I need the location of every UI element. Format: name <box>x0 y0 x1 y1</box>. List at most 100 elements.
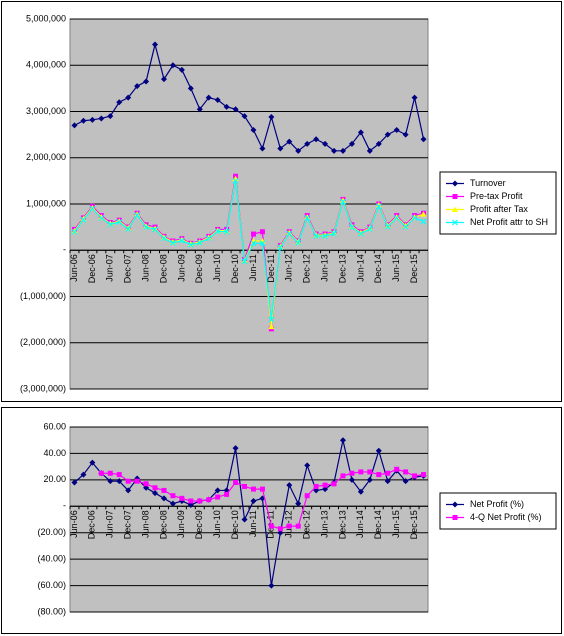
y-tick-label: 40.00 <box>43 448 66 458</box>
marker <box>116 99 123 106</box>
x-tick-label: Jun-09 <box>176 254 186 282</box>
marker <box>357 129 364 136</box>
marker <box>340 198 346 205</box>
legend-label: Turnover <box>470 178 506 188</box>
x-tick-label: Jun-14 <box>355 510 365 538</box>
marker-stroke <box>295 239 302 246</box>
marker-stroke <box>259 240 266 247</box>
marker <box>125 226 132 232</box>
marker <box>89 116 96 123</box>
marker <box>250 486 256 492</box>
marker-stroke <box>393 214 400 221</box>
marker-stroke <box>331 230 337 237</box>
x-tick-label: Jun-10 <box>212 510 222 538</box>
marker-stroke <box>322 232 328 239</box>
marker <box>179 495 185 501</box>
x-tick-label: Jun-12 <box>284 254 294 282</box>
y-tick-label: 4,000,000 <box>26 60 66 70</box>
marker <box>206 497 212 503</box>
x-tick-label: Dec-06 <box>87 510 97 539</box>
legend-label: Pre-tax Profit <box>470 191 523 201</box>
marker <box>98 115 105 122</box>
x-tick-label: Jun-11 <box>248 510 258 537</box>
marker <box>295 523 301 529</box>
marker-stroke <box>152 226 158 233</box>
marker <box>215 494 221 500</box>
marker <box>169 62 176 69</box>
marker <box>322 232 328 239</box>
marker <box>384 131 391 138</box>
marker <box>223 228 230 235</box>
marker-stroke <box>232 177 239 184</box>
marker <box>125 94 132 101</box>
marker <box>393 214 400 221</box>
marker <box>116 478 123 485</box>
marker-stroke <box>107 221 114 228</box>
marker <box>420 136 427 143</box>
x-tick-label: Dec-12 <box>302 510 312 539</box>
x-tick-label: Dec-14 <box>373 254 383 283</box>
x-tick-label: Jun-09 <box>176 510 186 538</box>
marker <box>376 472 382 478</box>
marker-stroke <box>420 218 427 225</box>
marker <box>295 147 302 154</box>
marker-stroke <box>214 228 221 235</box>
x-tick-label: Jun-06 <box>69 510 79 538</box>
marker-stroke <box>375 203 382 210</box>
marker-stroke <box>384 223 391 230</box>
series-line <box>73 180 424 320</box>
marker <box>339 147 346 154</box>
marker-stroke <box>143 224 149 231</box>
marker <box>125 487 132 494</box>
legend-marker <box>452 206 458 212</box>
marker <box>304 493 310 499</box>
marker <box>116 472 122 478</box>
marker <box>331 481 337 487</box>
marker-stroke <box>98 214 105 221</box>
marker <box>349 470 355 476</box>
marker <box>420 218 427 225</box>
marker <box>116 219 123 225</box>
marker <box>402 478 409 485</box>
legend-marker <box>452 219 458 226</box>
marker <box>304 462 311 469</box>
marker <box>366 476 373 483</box>
marker <box>233 480 239 485</box>
marker-stroke <box>71 228 78 235</box>
marker <box>80 471 87 478</box>
x-tick-label: Dec-15 <box>409 254 419 283</box>
x-tick-label: Dec-10 <box>230 510 240 539</box>
marker <box>89 205 96 212</box>
x-tick-label: Dec-14 <box>373 510 383 539</box>
marker <box>134 212 141 219</box>
marker <box>286 482 293 489</box>
marker <box>304 140 311 147</box>
marker-stroke <box>89 205 96 212</box>
marker <box>375 201 382 208</box>
marker <box>295 239 302 246</box>
marker <box>223 103 230 110</box>
y-tick-label: 3,000,000 <box>26 106 66 116</box>
marker <box>259 145 266 152</box>
marker <box>80 117 87 124</box>
marker <box>232 445 239 452</box>
marker <box>170 239 176 246</box>
marker <box>241 516 248 523</box>
marker-stroke <box>80 216 87 223</box>
marker <box>107 470 113 476</box>
marker <box>348 476 355 483</box>
marker <box>286 230 293 237</box>
x-tick-label: Jun-08 <box>140 510 150 538</box>
marker <box>313 232 320 239</box>
marker <box>357 488 364 495</box>
marker <box>411 214 418 221</box>
marker-stroke <box>178 237 185 244</box>
y-tick-label: (60.00) <box>37 580 66 590</box>
marker <box>214 96 221 103</box>
marker <box>452 206 458 212</box>
marker <box>214 228 221 235</box>
y-tick-label: 20.00 <box>43 474 66 484</box>
y-tick-label: - <box>63 501 66 511</box>
